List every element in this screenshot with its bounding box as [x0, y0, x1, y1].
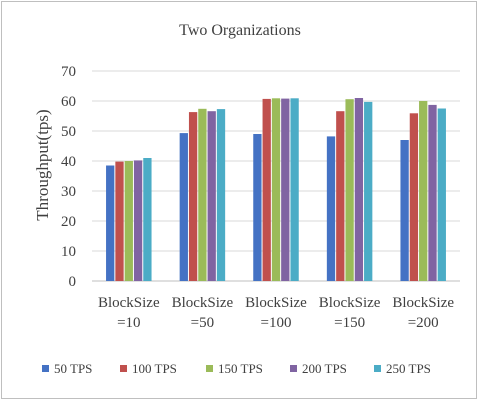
x-tick-label: =100: [261, 315, 292, 331]
x-tick-label: =200: [408, 315, 439, 331]
legend-label: 250 TPS: [386, 361, 431, 376]
bar-150-tps: [124, 161, 133, 281]
bar-100-tps: [262, 98, 271, 282]
x-tick-labels: BlockSize =10 BlockSize =50 BlockSize =100 Blo…: [98, 295, 454, 331]
bar-150-tps: [345, 99, 354, 281]
legend-swatch: [206, 365, 213, 372]
legend-label: 200 TPS: [302, 361, 347, 376]
bar-200-tps: [207, 111, 216, 281]
bar-100-tps: [336, 111, 345, 281]
legend-swatch: [42, 365, 49, 372]
y-tick-labels: 0 10 20 30 40 50 60 70: [61, 64, 76, 290]
bar-series: [106, 98, 446, 282]
bar-250-tps: [290, 98, 299, 281]
y-tick-label: 20: [61, 214, 76, 230]
y-tick-label: 50: [61, 124, 76, 140]
y-tick-label: 30: [61, 184, 76, 200]
legend-label: 50 TPS: [54, 361, 92, 376]
bar-50-tps: [106, 165, 115, 281]
bar-50-tps: [179, 133, 188, 281]
bar-150-tps: [198, 108, 207, 281]
bar-250-tps: [437, 108, 446, 281]
x-tick-label: BlockSize: [98, 295, 160, 311]
bar-250-tps: [364, 101, 373, 282]
bar-200-tps: [281, 98, 290, 281]
y-axis-label: Throughput(tps): [33, 109, 52, 220]
bar-100-tps: [188, 112, 198, 281]
bar-200-tps: [354, 98, 364, 281]
bar-250-tps: [216, 109, 226, 281]
legend-label: 150 TPS: [218, 361, 263, 376]
bar-150-tps: [271, 98, 281, 281]
bar-150-tps: [419, 101, 428, 281]
bar-250-tps: [143, 158, 152, 281]
y-tick-label: 70: [61, 64, 76, 80]
bar-100-tps: [115, 161, 124, 281]
y-tick-label: 10: [61, 244, 76, 260]
legend-swatch: [374, 365, 381, 372]
bar-50-tps: [326, 136, 336, 281]
y-tick-label: 40: [61, 154, 76, 170]
legend: 50 TPS 100 TPS 150 TPS 200 TPS 250 TPS: [42, 361, 431, 376]
y-tick-label: 0: [69, 274, 77, 290]
chart-title: Two Organizations: [179, 22, 301, 39]
y-tick-label: 60: [61, 94, 76, 110]
x-tick-label: BlockSize: [245, 295, 307, 311]
x-tick-label: =150: [334, 315, 365, 331]
legend-label: 100 TPS: [132, 361, 177, 376]
x-tick-label: BlockSize: [392, 295, 454, 311]
bar-100-tps: [409, 113, 419, 281]
bar-200-tps: [133, 160, 143, 281]
x-tick-label: BlockSize: [172, 295, 234, 311]
bar-50-tps: [253, 134, 262, 281]
x-tick-label: BlockSize: [319, 295, 381, 311]
legend-swatch: [290, 365, 297, 372]
legend-swatch: [120, 365, 127, 372]
bar-50-tps: [400, 140, 409, 281]
x-tick-label: =10: [117, 315, 140, 331]
bar-200-tps: [428, 104, 437, 282]
x-tick-label: =50: [191, 315, 214, 331]
